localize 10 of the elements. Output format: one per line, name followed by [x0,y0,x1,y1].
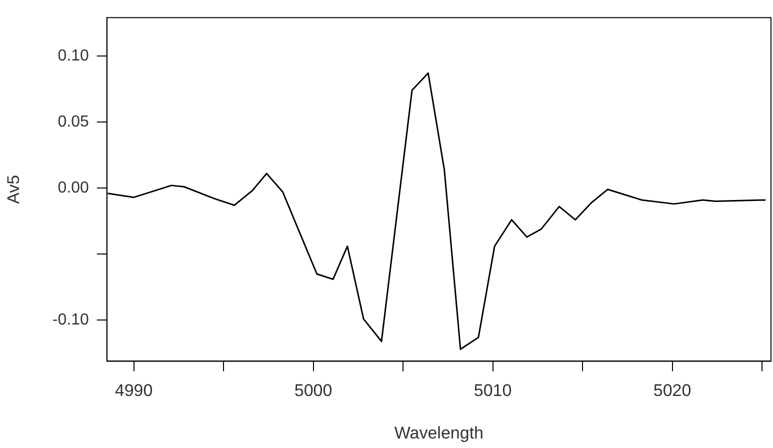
x-axis-title: Wavelength [394,423,484,442]
y-tick-label: 0.10 [58,47,89,64]
x-tick-label: 5020 [653,381,692,400]
x-tick-label: 4990 [114,381,153,400]
x-tick-label: 5000 [294,381,332,400]
y-tick-label: -0.10 [52,312,89,329]
x-tick-label: 5010 [474,381,512,400]
y-tick-label: 0.05 [58,113,89,130]
y-axis-title: Av5 [4,174,23,204]
y-tick-label: 0.00 [58,179,89,196]
